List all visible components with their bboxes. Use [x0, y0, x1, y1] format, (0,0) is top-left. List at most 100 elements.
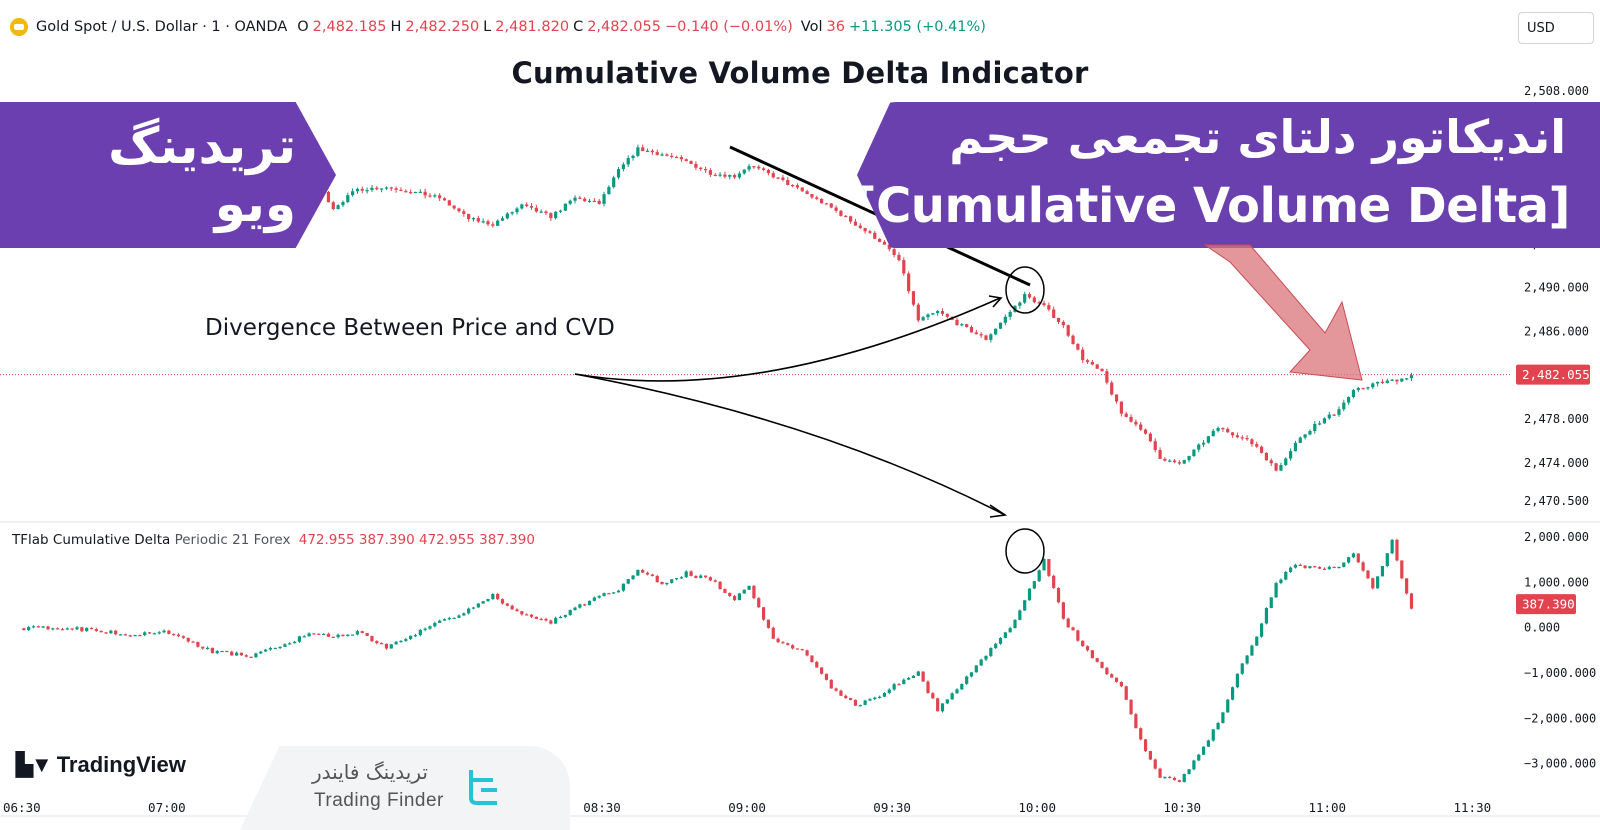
cvd-candle — [123, 633, 127, 636]
cvd-candle — [365, 632, 369, 637]
price-candle — [786, 177, 790, 186]
cvd-candle — [22, 628, 26, 631]
candle-body — [1168, 460, 1172, 462]
price-candle — [510, 211, 514, 216]
cvd-candle — [810, 655, 814, 663]
cvd-candle — [1313, 565, 1317, 568]
candle-body — [1347, 397, 1351, 403]
tradingfinder-en-text: Trading Finder — [314, 790, 444, 811]
circle-cvd-high-annotation[interactable] — [1005, 528, 1045, 574]
candle-body — [776, 638, 780, 643]
cvd-candle — [75, 625, 79, 631]
candle-body — [989, 334, 993, 340]
candle-body — [979, 334, 983, 336]
cvd-candle — [1318, 566, 1322, 570]
candle-body — [307, 633, 311, 637]
candle-body — [1182, 460, 1186, 464]
divergence-arrow-lower[interactable] — [574, 373, 1006, 516]
price-candle — [1274, 462, 1278, 472]
divergence-arrow-upper[interactable] — [574, 297, 1001, 382]
price-candle — [360, 186, 364, 194]
cvd-candle — [413, 633, 418, 638]
cvd-candle — [162, 629, 166, 634]
price-candle — [355, 187, 360, 194]
candle-body — [1226, 699, 1230, 713]
price-candle — [791, 184, 795, 188]
candle-body — [1264, 452, 1269, 461]
cvd-candle — [65, 627, 69, 630]
cvd-candle — [476, 603, 480, 608]
price-candle — [1158, 447, 1162, 459]
candle-body — [602, 194, 606, 204]
price-candle — [897, 252, 901, 262]
candle-body — [573, 197, 577, 201]
price-candle — [829, 203, 833, 209]
candle-body — [1327, 566, 1331, 570]
candle-body — [331, 202, 335, 210]
price-candle — [998, 322, 1003, 330]
price-candle — [703, 166, 708, 173]
candle-body — [326, 192, 331, 203]
cvd-candle — [911, 675, 916, 678]
price-candle — [476, 215, 480, 223]
price-candle — [902, 257, 906, 276]
price-candle — [1255, 441, 1259, 448]
candle-body — [404, 191, 408, 193]
candle-body — [205, 647, 210, 649]
cvd-candle — [1235, 673, 1240, 689]
candle-body — [1409, 375, 1414, 379]
candle-body — [1143, 739, 1148, 752]
candle-body — [892, 249, 896, 255]
candle-body — [1095, 658, 1099, 662]
cvd-candle — [181, 635, 185, 639]
volume-label: Vol — [800, 19, 823, 35]
cvd-candle — [486, 598, 490, 602]
candle-body — [1090, 650, 1094, 659]
candle-body — [365, 190, 369, 192]
price-candle — [1124, 411, 1128, 418]
candle-body — [994, 328, 998, 335]
candle-body — [732, 595, 737, 601]
cvd-candle — [737, 592, 742, 601]
currency-selector[interactable]: USD — [1518, 12, 1594, 44]
cvd-candle — [602, 592, 606, 597]
cvd-candle — [583, 603, 587, 607]
candle-body — [1119, 401, 1123, 414]
candle-body — [1337, 409, 1341, 415]
candle-body — [1182, 773, 1186, 782]
cvd-candle — [1081, 640, 1085, 647]
candle-body — [868, 699, 872, 701]
circle-price-high-annotation[interactable] — [1005, 266, 1045, 314]
candle-body — [810, 194, 814, 198]
candle-body — [1226, 428, 1230, 433]
price-candle — [776, 177, 780, 180]
candle-body — [558, 616, 563, 619]
indicator-legend[interactable]: TFlab Cumulative Delta Periodic 21 Forex… — [12, 532, 535, 548]
candle-body — [322, 633, 326, 636]
price-candle — [433, 193, 437, 198]
price-candle — [1347, 396, 1351, 405]
candle-body — [868, 231, 872, 233]
candle-body — [1114, 394, 1119, 402]
candle-body — [844, 215, 848, 218]
cvd-candle — [447, 616, 451, 621]
cvd-candle — [191, 640, 195, 643]
cvd-axis[interactable]: 2,000.000 1,000.000 0.000 −1,000.000 −2,000.… — [1516, 530, 1596, 771]
candle-body — [1037, 570, 1041, 582]
price-candle — [892, 247, 896, 258]
time-axis[interactable]: 06:30 07:00 08:30 09:00 09:30 10:00 10:30 11:00… — [3, 800, 1491, 815]
symbol-title[interactable]: Gold Spot / U.S. Dollar · 1 · OANDA — [36, 19, 288, 35]
candle-body — [1293, 564, 1298, 568]
cvd-candle — [418, 628, 422, 637]
price-candle — [878, 238, 882, 243]
arrowhead-lower-icon — [989, 504, 1008, 518]
cvd-candle — [1110, 673, 1114, 678]
tradingview-logo[interactable]: ▙▼ TradingView — [16, 752, 186, 778]
candle-body — [1371, 578, 1375, 589]
candle-body — [409, 192, 413, 194]
candle-body — [907, 273, 911, 292]
candle-body — [1221, 712, 1225, 723]
price-candle — [1197, 443, 1201, 453]
price-candle — [331, 200, 335, 211]
